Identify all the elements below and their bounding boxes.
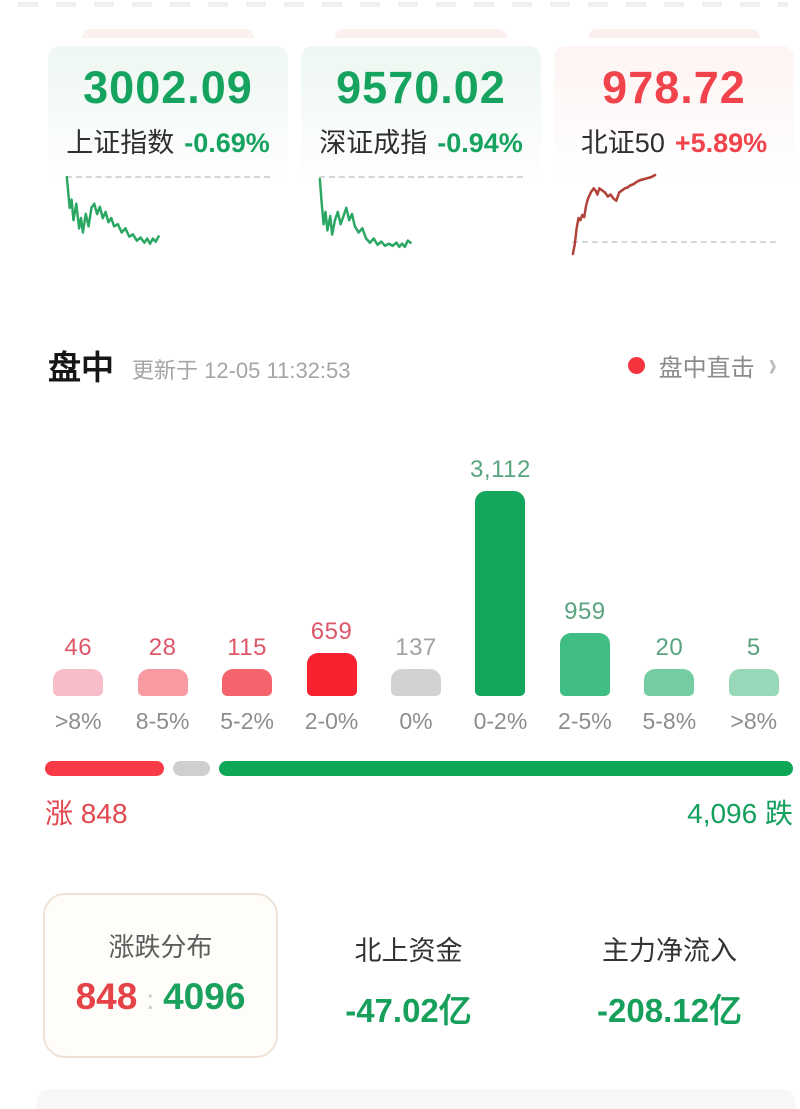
ratio-segment-down bbox=[218, 761, 793, 776]
index-change-percent: -0.69% bbox=[184, 128, 270, 158]
bar-category-label: 0-2% bbox=[473, 708, 528, 734]
sparkline-chart-icon bbox=[571, 173, 657, 256]
card-stack-peek-row bbox=[48, 29, 794, 38]
bar-category-label: 5-2% bbox=[220, 708, 274, 734]
live-coverage-link[interactable]: 盘中直击 bbox=[658, 354, 755, 382]
index-value: 3002.09 bbox=[83, 62, 253, 113]
bar-category-label: 2-5% bbox=[558, 708, 612, 734]
distribution-bar bbox=[390, 669, 441, 696]
card-stack-peek bbox=[335, 29, 507, 38]
prev-close-dashed-line bbox=[66, 176, 270, 178]
section-title: 盘中 bbox=[48, 349, 114, 386]
card-stack-peek bbox=[82, 29, 254, 38]
index-card-shanghai-composite[interactable]: 3002.09 上证指数 -0.69% bbox=[48, 46, 288, 290]
index-change-percent: +5.89% bbox=[674, 128, 768, 158]
bar-value-label: 959 bbox=[564, 598, 606, 625]
bar-value-label: 28 bbox=[148, 634, 177, 661]
bar-category-label: 8-5% bbox=[135, 708, 190, 734]
sparkline-chart-icon bbox=[318, 177, 412, 249]
distribution-bar bbox=[222, 669, 273, 696]
prev-close-dashed-line bbox=[572, 241, 776, 243]
distribution-down-count: 4096 bbox=[163, 976, 246, 1017]
index-sparkline bbox=[64, 173, 272, 255]
market-stats-row: 涨跌分布 848:4096 北上资金 -47.02亿 主力净流入 -208.12… bbox=[43, 893, 800, 1058]
index-sparkline bbox=[570, 173, 778, 256]
updown-ratio-bar bbox=[45, 761, 793, 776]
index-value: 9570.02 bbox=[336, 62, 506, 113]
bar-category-label: 5-8% bbox=[642, 708, 697, 734]
bar-value-label: 20 bbox=[655, 634, 684, 661]
card-stack-peek bbox=[588, 29, 760, 38]
northbound-value: -47.02亿 bbox=[345, 992, 472, 1029]
bar-column: 28 bbox=[120, 446, 204, 696]
updown-totals-row: 涨 848 4,096 跌 bbox=[45, 792, 793, 832]
bar-column: 115 bbox=[205, 446, 289, 696]
index-change-percent: -0.94% bbox=[437, 128, 523, 158]
bar-column: 659 bbox=[289, 446, 373, 696]
main-inflow-label: 主力净流入 bbox=[602, 936, 737, 966]
bar-column: 3,112 bbox=[458, 446, 542, 696]
ratio-colon: : bbox=[146, 984, 155, 1015]
distribution-bar bbox=[559, 633, 610, 696]
next-section-top-edge bbox=[36, 1089, 796, 1109]
bar-category-label: 2-0% bbox=[304, 708, 359, 734]
bar-column: 959 bbox=[543, 446, 627, 696]
chevron-right-icon[interactable]: › bbox=[768, 346, 777, 384]
ratio-segment-up bbox=[45, 761, 164, 776]
sparkline-chart-icon bbox=[65, 175, 160, 246]
index-value: 978.72 bbox=[602, 62, 746, 113]
index-name: 上证指数 bbox=[66, 128, 175, 158]
northbound-funds-panel[interactable]: 北上资金 -47.02亿 bbox=[278, 893, 539, 1032]
bar-column: 46 bbox=[36, 446, 120, 696]
cutoff-content-top bbox=[18, 2, 788, 7]
bar-value-label: 659 bbox=[310, 618, 353, 645]
advancers-total: 涨 848 bbox=[45, 798, 128, 829]
main-net-inflow-panel[interactable]: 主力净流入 -208.12亿 bbox=[539, 893, 800, 1032]
bar-value-label: 137 bbox=[395, 634, 437, 661]
bar-value-label: 46 bbox=[64, 634, 93, 661]
bar-column: 137 bbox=[374, 446, 458, 696]
updown-distribution-chart: 46 28 115 659 137 3,112 959 20 5 >8% 8-5% 5-2% 2-0%… bbox=[36, 446, 796, 735]
ratio-segment-flat bbox=[172, 761, 210, 776]
updated-timestamp: 更新于 12-05 11:32:53 bbox=[132, 358, 351, 383]
bar-category-label: 0% bbox=[399, 708, 433, 734]
index-card-shenzhen-component[interactable]: 9570.02 深证成指 -0.94% bbox=[301, 46, 541, 290]
bar-category-label: >8% bbox=[54, 708, 102, 734]
category-labels-row: >8% 8-5% 5-2% 2-0% 0% 0-2% 2-5% 5-8% >8% bbox=[36, 708, 796, 735]
distribution-bar bbox=[53, 669, 104, 696]
distribution-up-count: 848 bbox=[75, 976, 138, 1017]
prev-close-dashed-line bbox=[319, 176, 523, 178]
distribution-bar bbox=[137, 669, 188, 696]
bars-grid: 46 28 115 659 137 3,112 959 20 5 bbox=[36, 446, 796, 696]
decliners-total: 4,096 跌 bbox=[687, 798, 793, 829]
index-sparkline bbox=[317, 173, 525, 255]
distribution-ratio: 848:4096 bbox=[45, 976, 276, 1018]
live-red-dot-icon bbox=[627, 356, 645, 374]
main-inflow-value: -208.12亿 bbox=[597, 992, 742, 1029]
index-card-bse50[interactable]: 978.72 北证50 +5.89% bbox=[554, 46, 794, 290]
bar-value-label: 5 bbox=[746, 634, 761, 661]
bar-column: 20 bbox=[627, 446, 711, 696]
bar-column: 5 bbox=[712, 446, 796, 696]
distribution-bar bbox=[306, 653, 357, 696]
distribution-label: 涨跌分布 bbox=[108, 932, 213, 962]
bar-value-label: 115 bbox=[227, 634, 267, 661]
distribution-bar bbox=[475, 491, 526, 696]
index-name: 深证成指 bbox=[319, 128, 428, 158]
distribution-bar bbox=[644, 669, 695, 696]
bar-value-label: 3,112 bbox=[470, 456, 531, 483]
section-header: 盘中 更新于 12-05 11:32:53 盘中直击 › bbox=[48, 344, 778, 386]
index-cards-row: 3002.09 上证指数 -0.69% 9570.02 深证成指 -0.94% … bbox=[48, 46, 794, 290]
index-name: 北证50 bbox=[580, 128, 665, 158]
distribution-panel-selected[interactable]: 涨跌分布 848:4096 bbox=[43, 893, 278, 1058]
northbound-label: 北上资金 bbox=[354, 936, 463, 966]
distribution-bar bbox=[728, 669, 779, 696]
bar-category-label: >8% bbox=[730, 708, 778, 734]
